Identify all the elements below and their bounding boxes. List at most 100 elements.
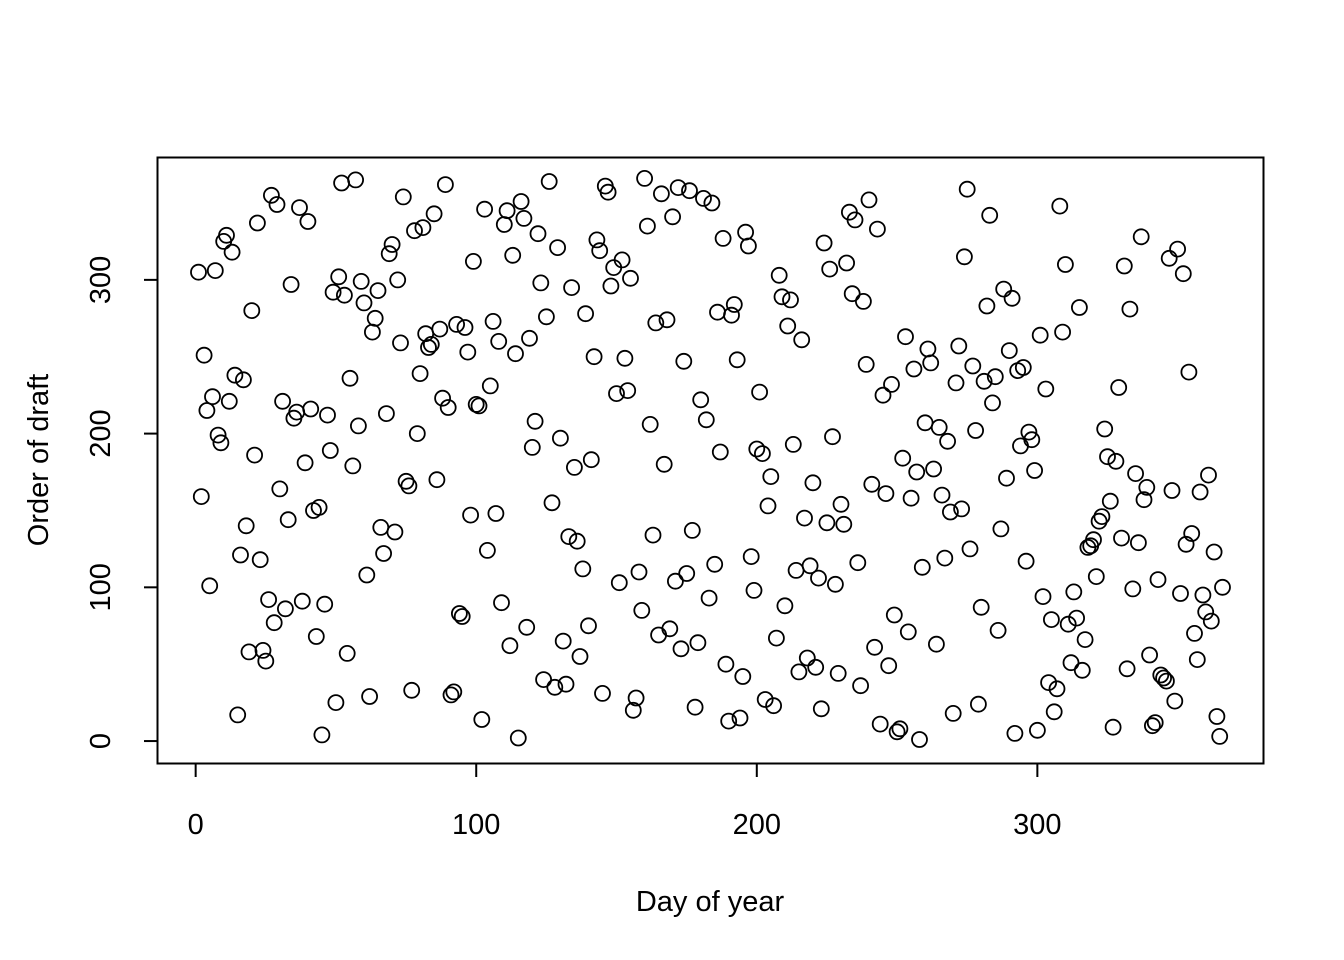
data-point [566, 458, 583, 476]
data-point [1132, 228, 1150, 246]
data-point [706, 555, 724, 573]
data-point [1051, 197, 1069, 215]
data-point [1146, 714, 1164, 731]
data-point [319, 406, 336, 424]
y-axis-label: Order of draft [23, 374, 55, 546]
data-point [1144, 717, 1161, 735]
data-point [369, 282, 387, 300]
data-point [549, 239, 566, 257]
y-axis: 0 100 200 300 [85, 256, 159, 749]
data-point [622, 269, 639, 287]
data-point [664, 208, 681, 226]
data-point [327, 694, 345, 711]
data-points [190, 169, 1231, 748]
data-point [641, 415, 659, 433]
data-point [835, 515, 853, 533]
data-point [453, 608, 471, 625]
data-point [414, 219, 432, 237]
data-point [925, 460, 942, 478]
data-point [1059, 615, 1077, 633]
data-point [1087, 568, 1105, 585]
data-point [490, 332, 508, 350]
data-point [885, 606, 903, 624]
data-point [714, 229, 732, 247]
y-tick-label: 100 [85, 563, 117, 611]
data-point [209, 426, 227, 444]
data-point [1172, 585, 1189, 602]
data-point [434, 389, 452, 407]
data-point [849, 554, 867, 572]
data-point [958, 180, 976, 198]
data-point [560, 528, 578, 545]
data-point [543, 494, 561, 512]
data-point [299, 213, 317, 230]
data-point [891, 720, 909, 738]
data-point [978, 297, 996, 315]
data-point [344, 457, 362, 475]
data-point [580, 617, 597, 635]
data-point [594, 685, 611, 702]
data-point [658, 311, 676, 329]
data-point [877, 485, 895, 503]
data-point [773, 288, 791, 306]
data-point [591, 242, 609, 260]
data-point [237, 517, 255, 535]
data-point [765, 697, 782, 715]
data-point [240, 643, 258, 661]
data-point [1174, 265, 1192, 283]
data-point [897, 328, 914, 346]
data-point [464, 252, 482, 270]
data-point [857, 355, 875, 373]
data-point [588, 231, 606, 249]
data-point [610, 574, 628, 592]
data-point [375, 545, 393, 562]
data-point [512, 193, 530, 210]
data-point [784, 435, 802, 453]
data-point [459, 343, 477, 361]
data-point [933, 486, 951, 504]
data-point [908, 463, 926, 481]
data-point [341, 369, 359, 387]
data-point [445, 683, 463, 701]
data-point [678, 565, 696, 582]
data-point [1003, 289, 1021, 307]
data-point [711, 443, 729, 461]
data-point [681, 182, 698, 200]
data-point [582, 451, 600, 469]
data-point [692, 391, 710, 409]
data-point [734, 668, 752, 685]
data-point [883, 375, 900, 393]
plot-frame [156, 156, 1265, 765]
data-point [358, 566, 376, 584]
data-point [1034, 588, 1052, 605]
data-point [352, 272, 370, 290]
data-point [448, 315, 466, 333]
data-point [1183, 525, 1201, 542]
data-point [880, 657, 898, 675]
data-point [916, 414, 934, 432]
data-point [866, 638, 883, 656]
data-point [953, 500, 970, 518]
data-point [776, 597, 794, 615]
data-point [313, 726, 331, 744]
data-point [1101, 492, 1119, 510]
data-point [731, 709, 749, 727]
data-point [456, 319, 474, 336]
data-point [1163, 482, 1181, 499]
data-point [554, 632, 572, 650]
data-point [546, 678, 564, 696]
data-point [759, 497, 777, 515]
data-point [675, 352, 693, 370]
data-point [206, 262, 224, 280]
data-point [361, 688, 379, 705]
data-point [779, 317, 797, 335]
data-point [723, 306, 740, 324]
data-point [509, 729, 527, 747]
data-point [832, 495, 850, 513]
data-point [532, 274, 550, 292]
data-point [728, 351, 746, 369]
data-point [243, 302, 261, 320]
data-point [655, 455, 673, 473]
data-point [975, 372, 993, 390]
data-point [229, 706, 247, 724]
